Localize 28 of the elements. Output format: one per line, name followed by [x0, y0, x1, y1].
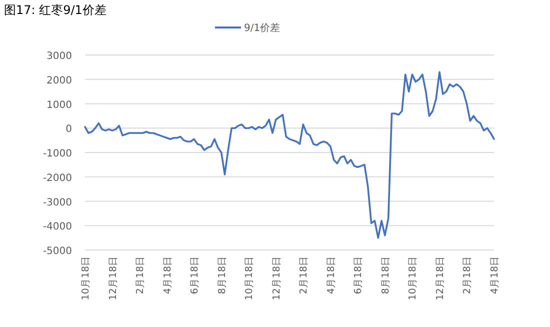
x-tick-label: 8月18日	[380, 256, 392, 294]
x-tick-label: 12月18日	[108, 256, 119, 300]
x-tick-label: 2月18日	[135, 256, 146, 294]
x-tick-label: 6月18日	[190, 256, 201, 294]
chart-title: 图17: 红枣9/1价差	[4, 3, 106, 17]
x-tick-label: 6月18日	[353, 256, 364, 294]
legend-label: 9/1价差	[244, 22, 280, 34]
x-tick-label: 2月18日	[462, 256, 474, 294]
x-tick-label: 4月18日	[162, 256, 174, 294]
y-tick-label: -1000	[42, 148, 72, 160]
line-series	[84, 71, 495, 239]
x-tick-label: 10月18日	[408, 256, 419, 300]
y-tick-label: -3000	[42, 197, 72, 208]
x-tick-label: 10月18日	[80, 256, 92, 300]
x-tick-label: 2月18日	[298, 256, 310, 294]
y-tick-label: -5000	[42, 246, 72, 257]
x-tick-label: 12月18日	[271, 256, 282, 300]
y-tick-label: 0	[66, 124, 72, 136]
x-tick-label: 8月18日	[216, 256, 228, 294]
y-tick-label: -4000	[42, 222, 72, 233]
x-tick-label: 4月18日	[490, 256, 500, 294]
y-tick-label: 1000	[46, 100, 72, 111]
x-tick-label: 10月18日	[244, 256, 256, 300]
y-tick-label: -2000	[42, 172, 72, 184]
y-tick-label: 3000	[46, 51, 72, 62]
y-tick-label: 2000	[46, 75, 72, 86]
x-tick-label: 12月18日	[434, 256, 446, 300]
x-tick-label: 4月18日	[326, 256, 337, 294]
